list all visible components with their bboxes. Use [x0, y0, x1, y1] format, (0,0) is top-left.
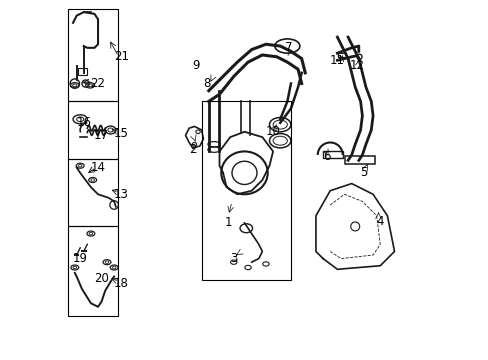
Text: 21: 21 [114, 50, 128, 63]
Bar [67, 158, 118, 226]
Text: 15: 15 [114, 127, 128, 140]
Text: 14: 14 [90, 161, 105, 174]
Text: 19: 19 [73, 252, 87, 265]
Text: 3: 3 [230, 252, 237, 265]
Text: 9: 9 [192, 59, 200, 72]
Text: 18: 18 [114, 277, 128, 290]
Bar [67, 102, 118, 158]
Bar [67, 226, 118, 316]
Text: 17: 17 [94, 129, 109, 142]
Text: 6: 6 [322, 150, 330, 163]
Bar [78, 68, 87, 75]
Text: 10: 10 [265, 125, 280, 138]
Text: 22: 22 [90, 77, 105, 90]
Bar [323, 152, 342, 158]
Text: 11: 11 [329, 54, 344, 67]
Text: 12: 12 [349, 59, 364, 72]
Bar [67, 9, 118, 102]
Text: 4: 4 [376, 215, 383, 228]
Text: 7: 7 [285, 41, 292, 54]
Bar [344, 156, 374, 164]
Text: 1: 1 [224, 216, 232, 229]
Text: 2: 2 [188, 143, 196, 156]
Text: 20: 20 [94, 272, 109, 285]
Text: 16: 16 [76, 116, 91, 129]
Bar [201, 102, 290, 280]
Text: 8: 8 [203, 77, 210, 90]
Text: 5: 5 [360, 166, 367, 179]
Text: 13: 13 [114, 188, 128, 201]
